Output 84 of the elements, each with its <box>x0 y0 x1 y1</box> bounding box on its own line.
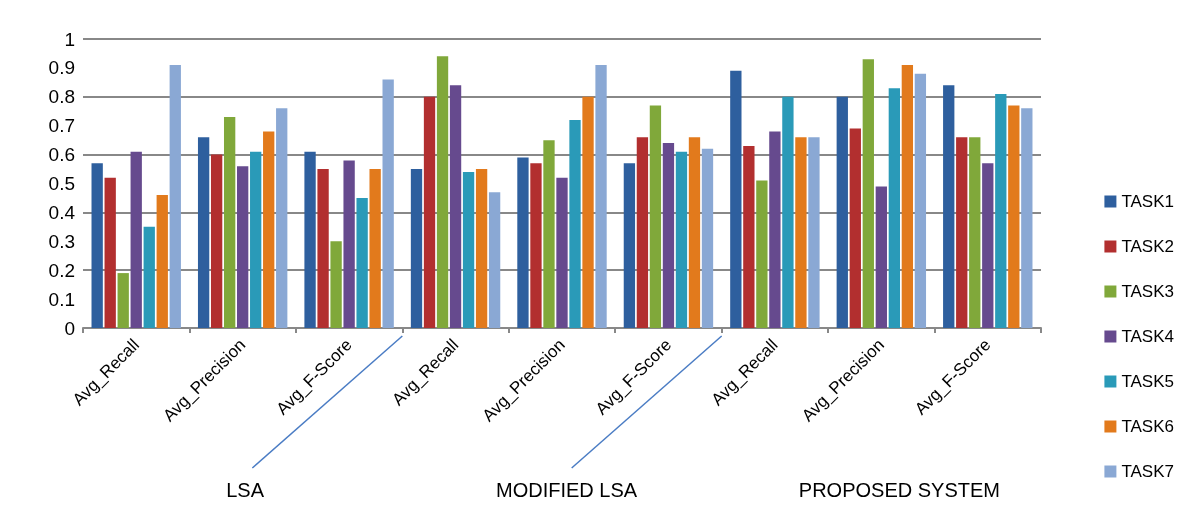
bar <box>369 169 381 328</box>
bar <box>701 148 714 328</box>
bar <box>1008 105 1020 328</box>
bar <box>517 157 529 328</box>
bar <box>130 151 142 328</box>
legend-label: TASK4 <box>1121 327 1174 346</box>
bar <box>449 85 462 328</box>
bar <box>317 169 329 328</box>
bar <box>849 128 861 328</box>
bar <box>730 70 742 328</box>
bar <box>675 151 688 328</box>
bar <box>595 65 607 328</box>
y-tick-label: 0.7 <box>48 115 75 137</box>
bar <box>1021 108 1033 328</box>
bar <box>836 96 848 328</box>
bar <box>888 88 901 328</box>
bar <box>475 169 488 328</box>
bar <box>623 163 636 328</box>
y-tick-label: 0.9 <box>48 57 75 79</box>
bar <box>488 192 501 328</box>
y-tick-label: 0.1 <box>48 288 75 310</box>
bar <box>423 96 436 328</box>
bar <box>263 131 275 328</box>
bar <box>556 177 568 328</box>
bar <box>543 140 555 328</box>
bar <box>995 93 1007 328</box>
y-tick-label: 0.3 <box>48 230 75 252</box>
bar <box>662 143 675 328</box>
bar <box>795 137 807 328</box>
bar <box>756 180 768 328</box>
bar <box>769 131 781 328</box>
bar <box>743 145 755 328</box>
y-tick-label: 0.6 <box>48 144 75 166</box>
bar <box>104 177 116 328</box>
legend-label: TASK6 <box>1121 417 1174 436</box>
bar <box>862 59 874 328</box>
bar <box>143 226 155 328</box>
bar <box>901 65 914 328</box>
bar <box>210 154 223 328</box>
bar <box>356 197 368 328</box>
bar <box>197 137 210 328</box>
bar <box>808 137 820 328</box>
bar <box>530 163 542 328</box>
bar <box>943 85 955 328</box>
bar <box>436 56 449 328</box>
text: LSA <box>226 479 265 501</box>
text: MODIFIED LSA <box>496 479 638 501</box>
bar <box>156 195 168 328</box>
bar <box>636 137 649 328</box>
bar <box>582 96 594 328</box>
bar <box>410 169 423 328</box>
y-tick-label: 0.2 <box>48 259 75 281</box>
y-tick-label: 1 <box>64 28 75 50</box>
bar <box>875 186 887 328</box>
text: PROPOSED SYSTEM <box>798 479 1000 501</box>
y-tick-label: 0.5 <box>48 173 75 194</box>
y-tick-label: 0.4 <box>48 201 76 223</box>
bar <box>343 160 355 328</box>
bar <box>462 171 475 328</box>
bar <box>304 151 316 328</box>
bar <box>782 96 794 328</box>
bar <box>969 137 981 328</box>
legend-label: TASK5 <box>1121 372 1174 391</box>
bar <box>649 105 662 328</box>
bar <box>382 79 394 328</box>
legend-label: TASK7 <box>1121 462 1174 481</box>
bar <box>250 151 262 328</box>
legend-label: TASK3 <box>1121 282 1174 301</box>
bar <box>223 117 236 328</box>
bar <box>276 108 288 328</box>
y-tick-label: 0.8 <box>48 86 75 108</box>
bar <box>91 163 103 328</box>
legend-label: TASK1 <box>1121 192 1174 211</box>
y-tick-label: 0 <box>64 317 75 339</box>
bar <box>956 137 968 328</box>
bar <box>914 73 927 328</box>
bar <box>569 119 581 328</box>
bar <box>237 166 249 328</box>
bar <box>330 241 342 328</box>
legend-label: TASK2 <box>1121 237 1174 256</box>
bar <box>688 137 701 328</box>
bar <box>982 163 994 328</box>
bar <box>169 65 181 328</box>
bar <box>117 273 129 328</box>
